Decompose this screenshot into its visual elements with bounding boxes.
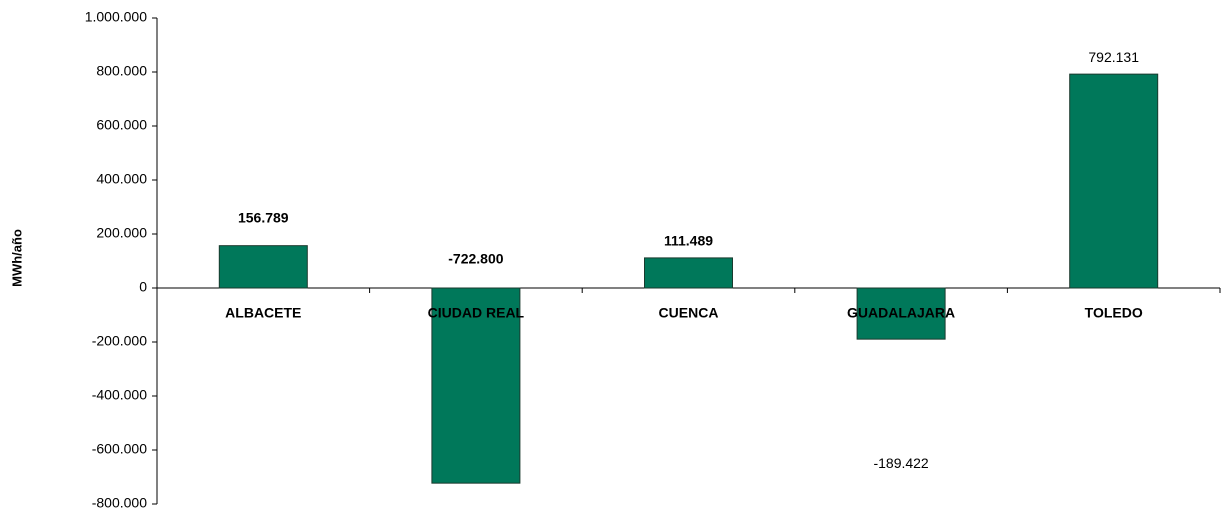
- bar: [856, 287, 946, 340]
- y-tick-label: 400.000: [96, 171, 147, 187]
- y-tick-label: 600.000: [96, 117, 147, 133]
- x-tick-label: CIUDAD REAL: [428, 305, 525, 321]
- y-tick-label: -200.000: [92, 333, 147, 349]
- x-tick-label: TOLEDO: [1085, 305, 1143, 321]
- y-tick-label: 800.000: [96, 63, 147, 79]
- bar: [644, 257, 733, 289]
- data-label: -722.800: [448, 251, 503, 267]
- y-tick-label: 1.000.000: [85, 9, 147, 25]
- y-axis-label: MWh/año: [9, 229, 24, 287]
- x-tick-label: GUADALAJARA: [847, 305, 955, 321]
- bar: [1069, 73, 1159, 289]
- y-tick-label: -400.000: [92, 387, 147, 403]
- bar: [218, 245, 308, 289]
- data-label: 111.489: [664, 233, 713, 249]
- bar: [431, 287, 521, 484]
- data-label: 156.789: [238, 209, 289, 225]
- data-label: 792.131: [1088, 49, 1139, 65]
- y-tick-label: -600.000: [92, 441, 147, 457]
- y-tick-label: -800.000: [92, 495, 147, 511]
- y-tick-label: 0: [139, 279, 147, 295]
- x-tick-label: ALBACETE: [225, 305, 301, 321]
- data-label: -189.422: [873, 455, 928, 471]
- y-tick-label: 200.000: [96, 225, 147, 241]
- x-tick-label: CUENCA: [659, 305, 719, 321]
